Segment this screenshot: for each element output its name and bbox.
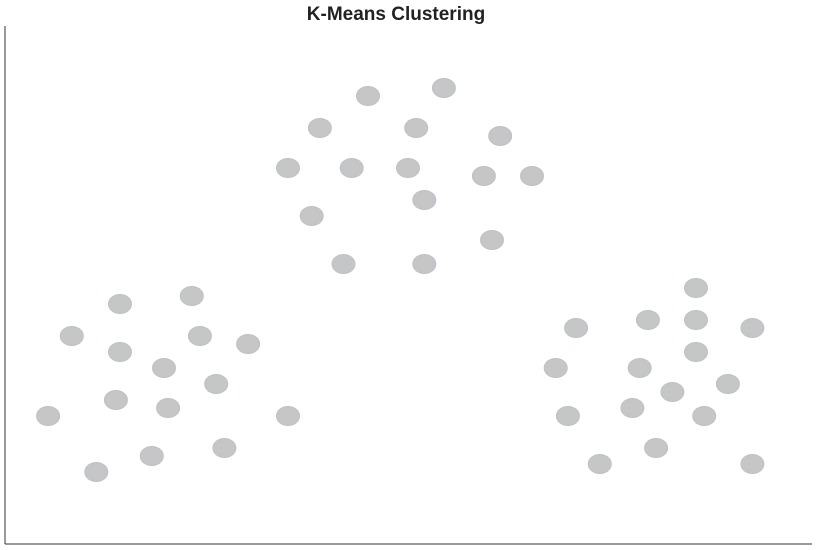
data-point: [564, 318, 589, 338]
data-point: [108, 342, 132, 362]
data-point: [307, 118, 332, 138]
data-point: [331, 254, 356, 274]
data-point: [339, 158, 364, 178]
data-point: [152, 358, 176, 378]
data-point: [644, 438, 669, 458]
data-point: [187, 326, 212, 346]
data-point: [555, 406, 580, 426]
data-point: [404, 118, 429, 138]
data-point: [276, 406, 300, 426]
data-point: [660, 382, 685, 402]
data-point: [156, 398, 181, 418]
data-point: [412, 254, 437, 274]
data-point: [179, 286, 204, 306]
data-point: [488, 126, 513, 146]
chart-title: K-Means Clustering: [306, 4, 486, 25]
data-point: [684, 278, 708, 298]
data-point: [396, 158, 420, 178]
data-point: [103, 390, 128, 410]
data-point: [740, 454, 765, 474]
data-point: [480, 230, 504, 250]
data-point: [108, 294, 132, 314]
data-point: [684, 310, 708, 330]
data-point: [36, 406, 61, 426]
data-point: [84, 462, 109, 482]
data-point: [715, 374, 740, 394]
data-point: [139, 446, 164, 466]
data-point: [620, 398, 645, 418]
data-point: [471, 166, 496, 186]
data-point: [587, 454, 612, 474]
data-point: [543, 358, 568, 378]
data-point: [412, 190, 437, 210]
data-point: [635, 310, 660, 330]
data-point: [236, 334, 261, 354]
data-point: [204, 374, 229, 394]
data-point: [740, 318, 765, 338]
data-point: [520, 166, 544, 186]
data-point: [684, 342, 708, 362]
data-point: [212, 438, 237, 458]
data-point: [59, 326, 84, 346]
data-points: [36, 78, 765, 482]
data-point: [431, 78, 456, 98]
data-point: [627, 358, 652, 378]
data-point: [692, 406, 717, 426]
data-point: [276, 158, 300, 178]
data-point: [299, 206, 324, 226]
data-point: [356, 86, 380, 106]
